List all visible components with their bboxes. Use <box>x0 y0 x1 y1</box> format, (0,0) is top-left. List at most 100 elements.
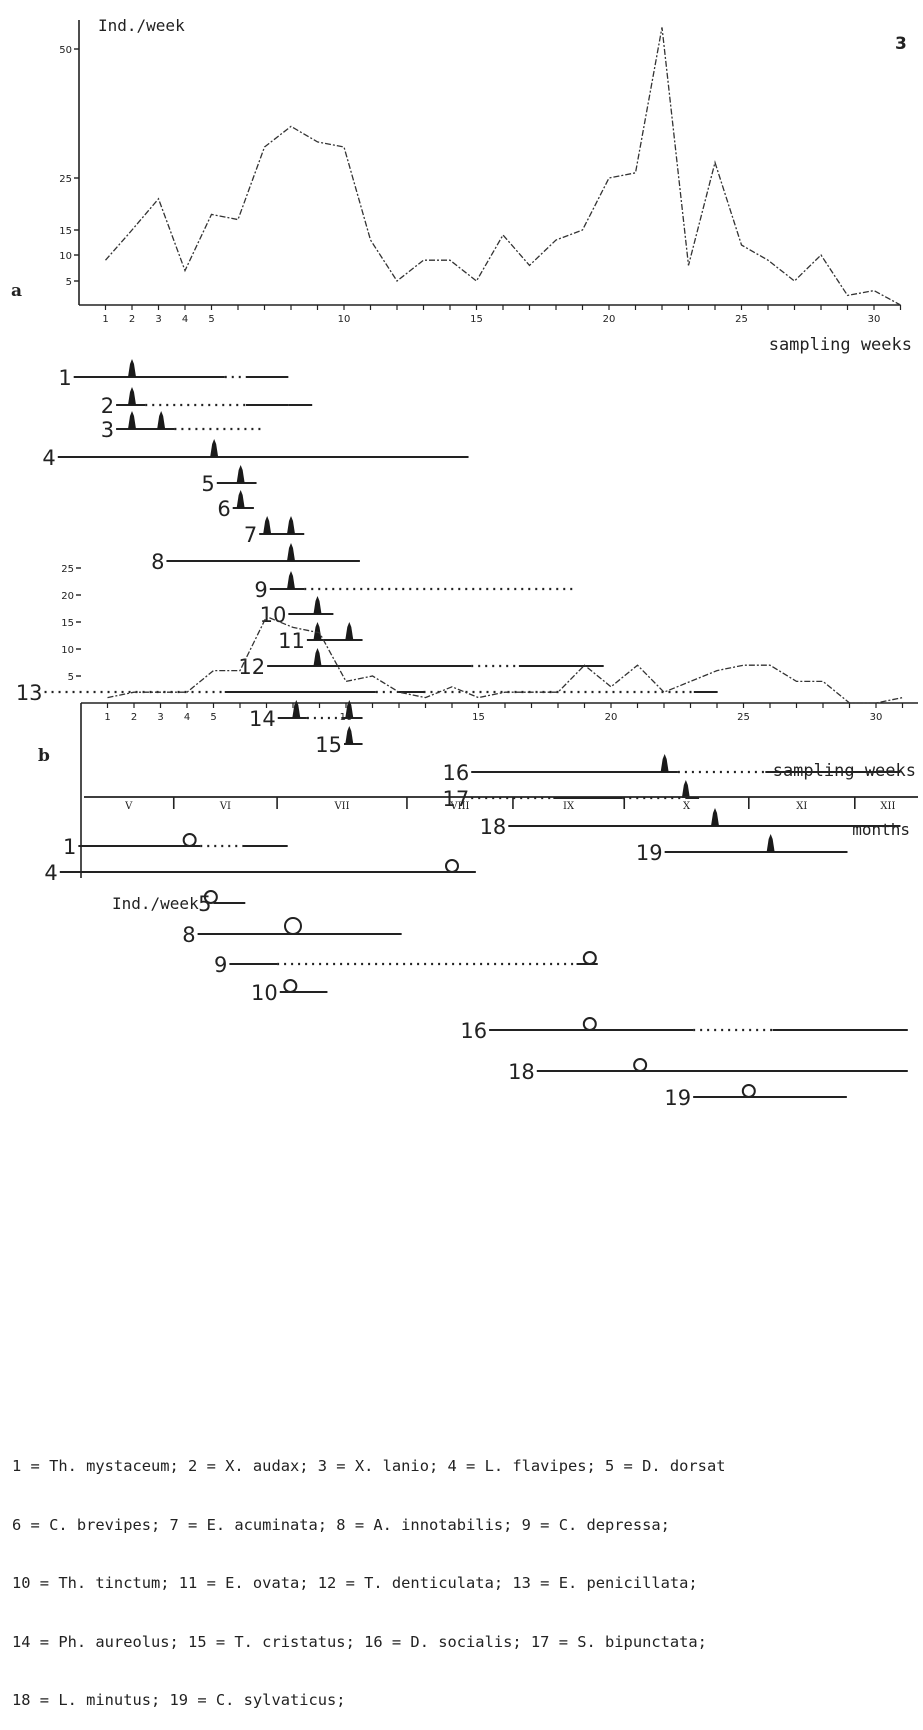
month-name: X <box>683 801 691 812</box>
a-x-tick-label: 1 <box>102 314 108 325</box>
phenology-row-4: 4 <box>42 439 469 470</box>
panel-b-label: b <box>38 746 50 766</box>
activity-peak <box>128 359 136 377</box>
row-label: 6 <box>217 497 230 521</box>
panel-b-ylabel: Ind./week <box>112 894 199 913</box>
a-x-tick-label: 25 <box>735 314 748 325</box>
panel-b-axes <box>80 702 918 878</box>
legend-line: 14 = Ph. aureolus; 15 = T. cristatus; 16… <box>12 1632 707 1651</box>
months-bar: V VI VII VIII IX X XI XII <box>84 796 918 812</box>
activity-peak <box>292 700 301 718</box>
activity-peak <box>263 516 272 534</box>
month-name: VII <box>333 801 349 812</box>
a-x-tick-label: 3 <box>155 314 161 325</box>
b-x-tick-label: 3 <box>157 712 163 723</box>
activity-maximum-circle <box>284 917 302 935</box>
activity-peak <box>313 622 322 640</box>
month-name: XII <box>880 801 895 812</box>
phenology-row-8: 8 <box>151 543 360 574</box>
a-x-tick-label: 10 <box>338 314 351 325</box>
phenology-row-16: 16 <box>460 1017 908 1043</box>
activity-peak <box>660 754 669 772</box>
activity-peak <box>287 516 295 534</box>
month-name: IX <box>563 801 575 812</box>
panel-b-phenology: 14 589 10 16 18 19 <box>44 833 908 1110</box>
phenology-row-2: 2 <box>101 387 313 418</box>
a-y-tick-label: 50 <box>59 45 72 56</box>
legend-line: 10 = Th. tinctum; 11 = E. ovata; 12 = T.… <box>12 1574 698 1592</box>
phenology-row-13: 13 <box>16 681 718 705</box>
row-label: 4 <box>42 446 55 470</box>
row-label: 14 <box>249 707 276 731</box>
row-label: 5 <box>201 472 214 496</box>
b-y-tick-label: 20 <box>61 591 74 602</box>
phenology-row-6: 6 <box>217 490 254 521</box>
b-x-tick-label: 4 <box>184 712 190 723</box>
activity-maximum-circle <box>582 1017 597 1031</box>
b-x-tick-label: 25 <box>737 712 750 723</box>
phenology-row-18: 18 <box>508 1058 908 1084</box>
activity-peak <box>345 622 354 640</box>
phenology-row-7: 7 <box>244 516 305 547</box>
phenology-row-8: 8 <box>182 917 402 947</box>
row-label: 13 <box>16 681 43 705</box>
panel-a-ylabel: Ind./week <box>98 16 185 35</box>
panel-b-y-ticks: 5 10 15 20 25 <box>61 564 81 683</box>
species-legend: 1 = Th. mystaceum; 2 = X. audax; 3 = X. … <box>12 1418 920 1730</box>
row-label: 2 <box>101 394 114 418</box>
panel-a-data-line <box>105 27 901 306</box>
activity-peak <box>287 571 295 589</box>
phenology-row-3: 3 <box>101 411 262 442</box>
activity-maximum-circle <box>582 951 597 965</box>
a-y-tick-label: 10 <box>59 251 72 262</box>
figure-number: 3 <box>895 34 907 54</box>
activity-peak <box>128 387 136 405</box>
a-y-tick-label: 5 <box>66 277 72 288</box>
row-label: 5 <box>198 892 211 916</box>
row-label: 16 <box>442 761 469 785</box>
b-y-tick-label: 25 <box>61 564 74 575</box>
activity-peak <box>210 439 219 457</box>
row-label: 15 <box>315 733 342 757</box>
a-x-tick-label: 30 <box>868 314 881 325</box>
a-y-tick-label: 25 <box>59 174 72 185</box>
month-name: VI <box>219 801 231 812</box>
activity-peak <box>236 490 245 508</box>
phenology-row-17: 17 <box>442 780 700 811</box>
a-x-tick-label: 4 <box>182 314 188 325</box>
activity-peak <box>345 726 354 744</box>
phenology-row-14: 14 <box>249 700 363 731</box>
phenology-row-5: 5 <box>201 465 257 496</box>
activity-peak <box>128 411 136 429</box>
a-x-tick-label: 15 <box>470 314 483 325</box>
activity-maximum-circle <box>182 833 197 847</box>
activity-maximum-circle <box>445 859 459 873</box>
panel-a-y-ticks: 5 10 15 25 50 <box>59 45 79 288</box>
row-label: 16 <box>460 1019 487 1043</box>
a-x-tick-label: 20 <box>603 314 616 325</box>
row-label: 12 <box>238 655 265 679</box>
row-label: 3 <box>101 418 114 442</box>
phenology-row-19: 19 <box>664 1084 847 1110</box>
phenology-row-19: 19 <box>636 834 848 865</box>
phenology-row-15: 15 <box>315 726 363 757</box>
phenology-row-4: 4 <box>44 859 476 885</box>
row-label: 19 <box>636 841 663 865</box>
panel-a-xlabel: sampling weeks <box>769 335 912 355</box>
b-x-tick-label: 15 <box>472 712 485 723</box>
activity-peak <box>236 465 245 483</box>
activity-peak <box>287 543 295 561</box>
panel-b-x-ticks: 1 2 3 4 5 10 15 20 25 30 <box>104 703 904 723</box>
row-label: 1 <box>58 366 71 390</box>
b-x-tick-label: 30 <box>870 712 883 723</box>
a-x-tick-label: 5 <box>208 314 214 325</box>
activity-peak <box>313 596 322 614</box>
phenology-row-10: 10 <box>251 979 328 1005</box>
activity-peak <box>157 411 166 429</box>
row-label: 8 <box>182 923 195 947</box>
row-label: 4 <box>44 861 57 885</box>
b-x-tick-label: 20 <box>605 712 618 723</box>
phenology-row-9: 9 <box>214 951 598 977</box>
